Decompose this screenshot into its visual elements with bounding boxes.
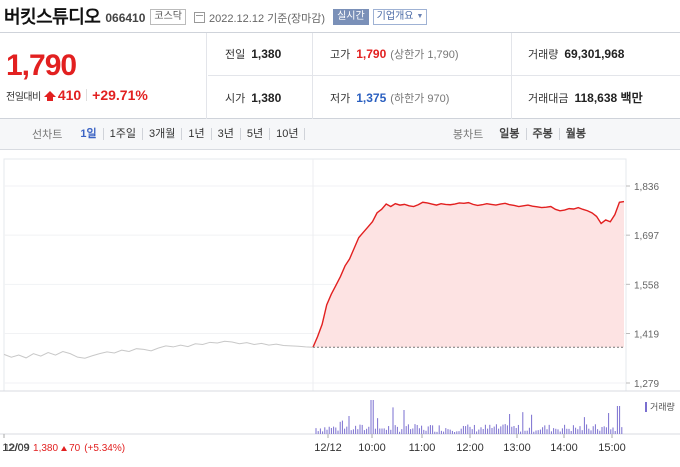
low-cell: 저가 1,375 (하한가 970) bbox=[313, 76, 512, 119]
stock-code: 066410 bbox=[105, 10, 146, 25]
prev-close-cell: 전일 1,380 bbox=[208, 33, 313, 75]
high-label: 고가 bbox=[330, 49, 351, 61]
line-chart-label: 선차트 bbox=[32, 129, 63, 141]
period-1d[interactable]: 1일 bbox=[74, 128, 104, 140]
x-tick-label: 14:00 bbox=[550, 442, 578, 454]
change-row: 전일대비 410 +29.71% bbox=[6, 87, 148, 103]
candle-daily[interactable]: 일봉 bbox=[493, 128, 527, 140]
period-10y[interactable]: 10년 bbox=[270, 128, 306, 140]
price-chart[interactable]: 1,836 1,697 1,558 1,419 1,279 12/09 12/12 10:00… bbox=[0, 151, 680, 467]
up-arrow-icon bbox=[43, 91, 56, 101]
x-tick-label: 12/09 bbox=[2, 442, 30, 454]
quote-row-2: 시가 1,380 저가 1,375 (하한가 970) 거래대금 118,638… bbox=[208, 76, 680, 119]
lower-limit: (하한가 970) bbox=[390, 92, 450, 105]
y-tick-label: 1,558 bbox=[634, 280, 659, 291]
open-value: 1,380 bbox=[251, 90, 282, 105]
volume-label: 거래량 bbox=[528, 49, 559, 61]
y-tick-label: 1,279 bbox=[634, 379, 659, 390]
period-5y[interactable]: 5년 bbox=[241, 128, 271, 140]
volume-legend-label: 거래량 bbox=[650, 402, 675, 412]
status-price: 1,380 bbox=[33, 443, 59, 454]
change-percent: +29.71% bbox=[92, 87, 148, 103]
chart-canvas: 1,836 1,697 1,558 1,419 1,279 12/09 12/12 10:00… bbox=[0, 158, 680, 454]
stock-name: 버킷스튜디오 bbox=[4, 7, 101, 27]
amount-value: 118,638 백만 bbox=[574, 91, 643, 105]
market-badge: 코스닥 bbox=[150, 9, 187, 25]
current-price: 1,790 bbox=[6, 49, 77, 82]
y-tick-label: 1,419 bbox=[634, 329, 659, 340]
amount-cell: 거래대금 118,638 백만 bbox=[512, 76, 680, 119]
x-tick-label: 15:00 bbox=[598, 442, 626, 454]
prev-close-label: 전일 bbox=[225, 49, 246, 61]
change-label: 전일대비 bbox=[6, 91, 41, 103]
period-1y[interactable]: 1년 bbox=[182, 128, 212, 140]
today-area bbox=[313, 201, 624, 348]
x-tick-label: 11:00 bbox=[409, 442, 436, 454]
candle-weekly[interactable]: 주봉 bbox=[527, 128, 560, 140]
amount-label: 거래대금 bbox=[528, 92, 569, 105]
candle-chart-label: 봉차트 bbox=[452, 129, 484, 141]
volume-legend: 거래량 bbox=[645, 400, 675, 413]
quote-date: 2022.12.12 기준(장마감) bbox=[209, 12, 326, 25]
status-change-pct: (+5.34%) bbox=[84, 443, 126, 454]
prev-day-line bbox=[3, 340, 314, 359]
status-date: 12/09 bbox=[4, 443, 30, 454]
company-info-label: 기업개요 bbox=[376, 11, 414, 22]
up-arrow-icon bbox=[61, 446, 68, 451]
chart-status: 12/09 1,380 70 (+5.34%) bbox=[4, 443, 125, 454]
chevron-down-icon: ▼ bbox=[416, 13, 424, 20]
x-tick-label: 12/12 bbox=[314, 442, 342, 454]
period-3m[interactable]: 3개월 bbox=[143, 128, 183, 140]
high-value: 1,790 bbox=[356, 47, 387, 61]
x-tick-label: 13:00 bbox=[503, 442, 531, 454]
x-tick-label: 10:00 bbox=[358, 442, 386, 454]
divider bbox=[86, 89, 88, 101]
calendar-icon bbox=[194, 11, 206, 23]
status-change: 70 bbox=[69, 443, 81, 454]
company-info-button[interactable]: 기업개요 ▼ bbox=[372, 9, 428, 25]
volume-legend-swatch bbox=[645, 401, 647, 412]
y-tick-label: 1,697 bbox=[634, 231, 659, 242]
period-1w[interactable]: 1주일 bbox=[104, 128, 143, 140]
current-price-box: 1,790 전일대비 410 +29.71% bbox=[0, 33, 207, 119]
low-label: 저가 bbox=[330, 92, 351, 105]
change-amount: 410 bbox=[57, 87, 82, 103]
realtime-button[interactable]: 실시간 bbox=[333, 9, 369, 25]
candle-options: 일봉 주봉 월봉 bbox=[483, 128, 592, 140]
y-tick-label: 1,836 bbox=[634, 182, 659, 193]
chart-toolbar: 선차트 1일 1주일 3개월 1년 3년 5년 10년 봉차트 일봉 주봉 월봉 bbox=[0, 119, 680, 150]
period-3y[interactable]: 3년 bbox=[212, 128, 241, 140]
quote-row-1: 전일 1,380 고가 1,790 (상한가 1,790) 거래량 69,301… bbox=[208, 33, 680, 76]
upper-limit: (상한가 1,790) bbox=[390, 49, 459, 61]
open-cell: 시가 1,380 bbox=[208, 76, 313, 119]
volume-cell: 거래량 69,301,968 bbox=[512, 33, 680, 75]
today-line bbox=[312, 200, 625, 348]
low-value: 1,375 bbox=[356, 90, 387, 105]
x-tick-label: 12:00 bbox=[456, 442, 484, 454]
candle-monthly[interactable]: 월봉 bbox=[565, 128, 586, 140]
volume-value: 69,301,968 bbox=[564, 47, 625, 61]
open-label: 시가 bbox=[225, 92, 246, 105]
prev-close-value: 1,380 bbox=[251, 47, 282, 61]
high-cell: 고가 1,790 (상한가 1,790) bbox=[313, 33, 512, 75]
stock-header: 버킷스튜디오 066410 코스닥 2022.12.12 기준(장마감) 실시간… bbox=[0, 0, 680, 32]
price-panel: 1,790 전일대비 410 +29.71% 전일 1,380 고가 1,790… bbox=[0, 32, 680, 119]
